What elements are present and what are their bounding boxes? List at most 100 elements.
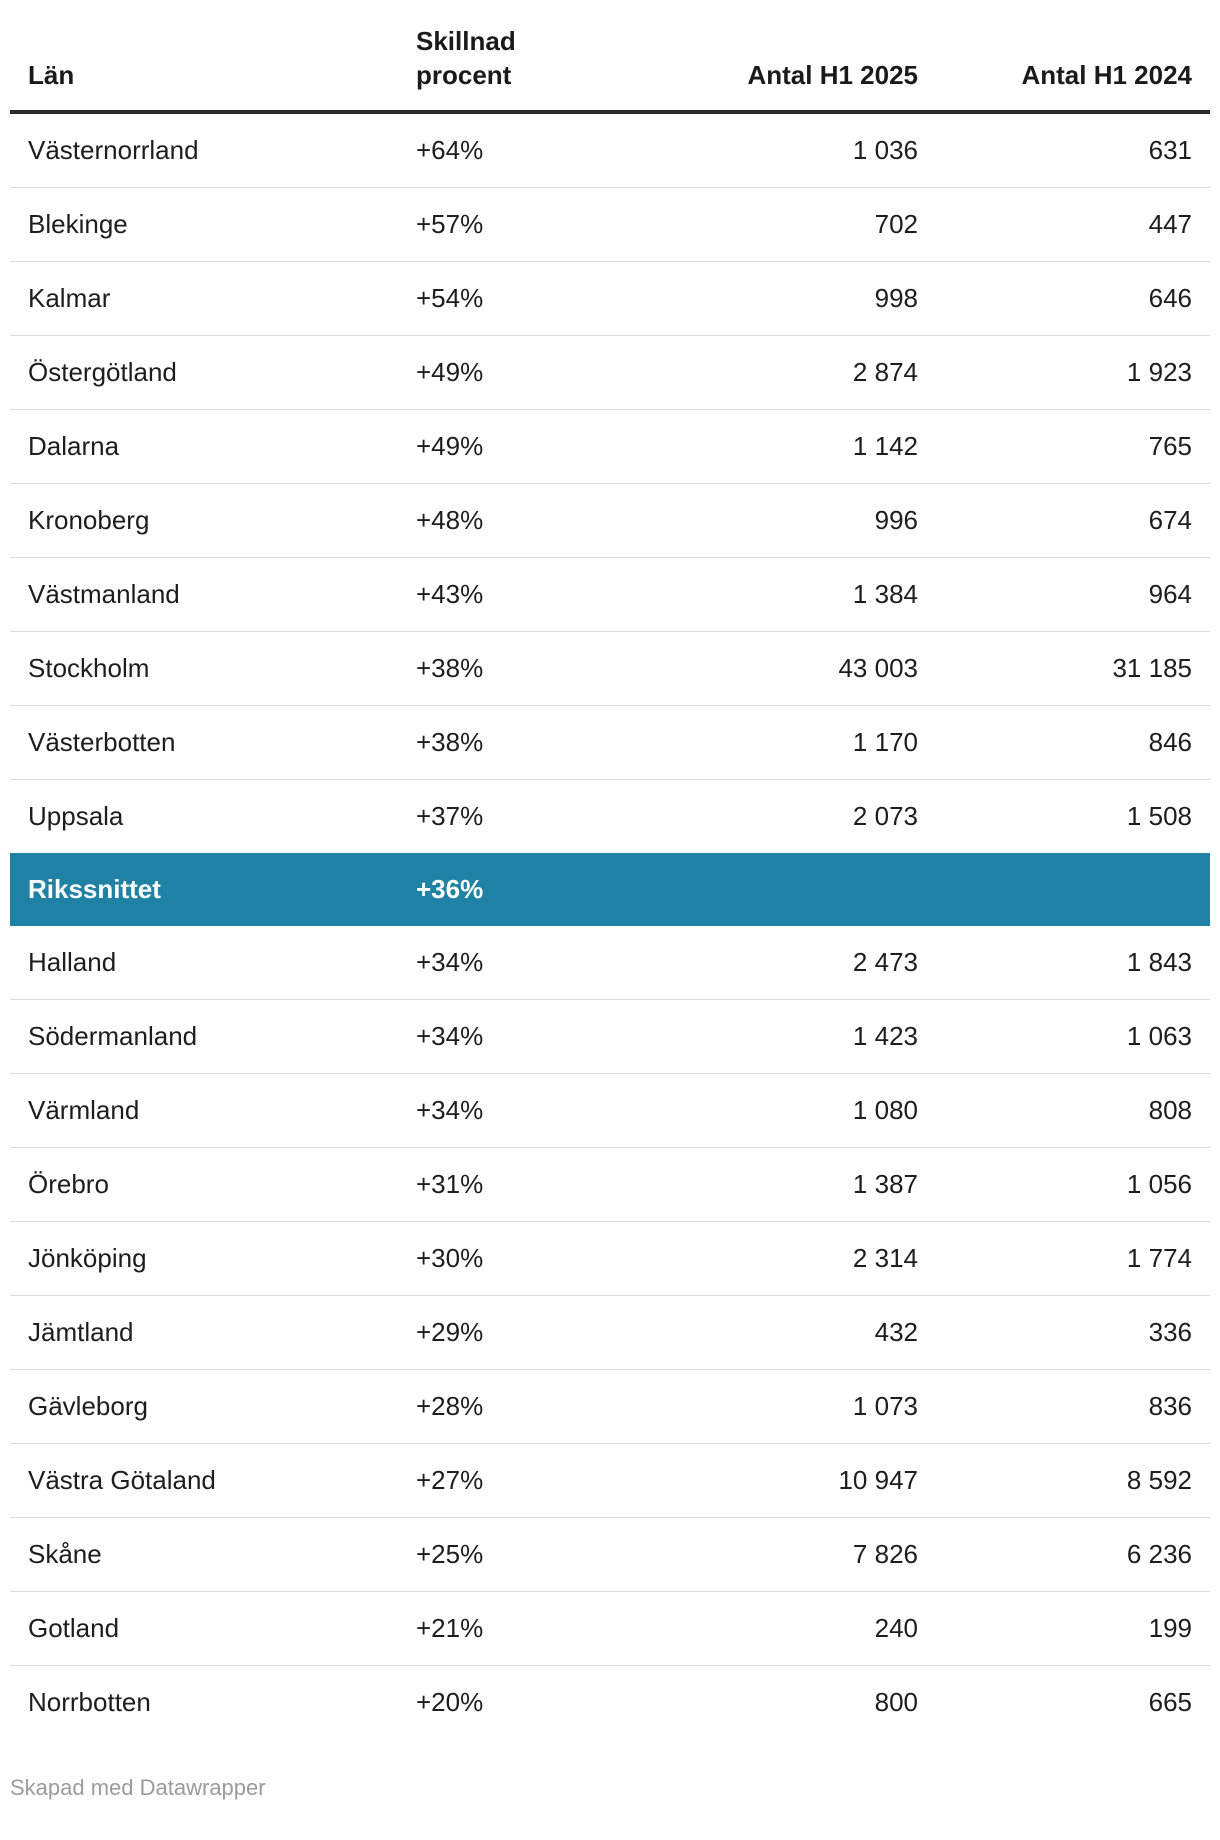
cell-antal-h1-2025: 10 947 [616, 1443, 918, 1518]
table-row: Uppsala +37% 2 073 1 508 [10, 779, 1210, 853]
cell-antal-h1-2025: 1 423 [616, 999, 918, 1074]
cell-lan: Stockholm [10, 631, 416, 706]
cell-antal-h1-2025: 1 080 [616, 1073, 918, 1148]
cell-lan: Norrbotten [10, 1665, 416, 1739]
cell-lan: Uppsala [10, 779, 416, 853]
cell-antal-h1-2025: 2 473 [852, 947, 918, 977]
cell-skillnad-procent: +34% [416, 1073, 616, 1148]
table-header: Län Skillnad procent Antal H1 2025 Antal H1… [10, 24, 1210, 114]
cell-skillnad-procent: +31% [416, 1147, 616, 1222]
table-row: Blekinge +57% 702 447 [10, 187, 1210, 262]
table-row: Halland +34% 2 473 1 843 [10, 926, 1210, 1000]
cell-antal-h1-2024: 6 236 [918, 1517, 1210, 1592]
table-row: Södermanland +34% 1 423 1 063 [10, 999, 1210, 1074]
cell-antal-h1-2025: 43 003 [616, 631, 918, 706]
cell-lan: Västra Götaland [10, 1443, 416, 1518]
cell-antal-h1-2024: 665 [918, 1665, 1210, 1739]
cell-lan: Jönköping [10, 1221, 416, 1296]
cell-lan: Gävleborg [10, 1369, 416, 1444]
cell-antal-h1-2024: 631 [1148, 135, 1192, 165]
table-row: Norrbotten +20% 800 665 [10, 1665, 1210, 1739]
table-row: Kronoberg +48% 996 674 [10, 483, 1210, 558]
cell-antal-h1-2024: 1 774 [918, 1221, 1210, 1296]
cell-antal-h1-2024: 336 [918, 1295, 1210, 1370]
cell-skillnad-procent: +37% [416, 779, 616, 853]
cell-skillnad-procent: +48% [416, 483, 616, 558]
cell-antal-h1-2024: 765 [918, 409, 1210, 484]
cell-skillnad-procent: +49% [416, 409, 616, 484]
datawrapper-attribution-link[interactable]: Skapad med Datawrapper [10, 1775, 266, 1800]
cell-lan: Västernorrland [28, 135, 199, 165]
cell-antal-h1-2025: 1 073 [616, 1369, 918, 1444]
cell-lan: Örebro [10, 1147, 416, 1222]
cell-antal-h1-2024: 1 923 [918, 335, 1210, 410]
column-header-skillnad-procent: Skillnad procent [416, 24, 616, 114]
cell-antal-h1-2025: 1 036 [852, 135, 918, 165]
cell-lan: Blekinge [10, 187, 416, 262]
cell-antal-h1-2025: 2 073 [616, 779, 918, 853]
cell-skillnad-procent: +43% [416, 557, 616, 632]
cell-lan: Södermanland [10, 999, 416, 1074]
cell-antal-h1-2024: 1 843 [1126, 947, 1192, 977]
cell-antal-h1-2025 [616, 853, 918, 926]
cell-lan: Östergötland [10, 335, 416, 410]
table-row: Västra Götaland +27% 10 947 8 592 [10, 1443, 1210, 1518]
cell-skillnad-procent: +64% [416, 135, 484, 165]
cell-skillnad-procent: +36% [416, 853, 616, 926]
cell-antal-h1-2025: 2 874 [616, 335, 918, 410]
cell-lan: Skåne [10, 1517, 416, 1592]
cell-antal-h1-2024: 8 592 [918, 1443, 1210, 1518]
cell-skillnad-procent: +29% [416, 1295, 616, 1370]
cell-lan: Värmland [10, 1073, 416, 1148]
cell-antal-h1-2025: 702 [616, 187, 918, 262]
cell-antal-h1-2024: 199 [918, 1591, 1210, 1666]
cell-antal-h1-2025: 800 [616, 1665, 918, 1739]
cell-lan: Jämtland [10, 1295, 416, 1370]
cell-antal-h1-2025: 7 826 [616, 1517, 918, 1592]
cell-skillnad-procent: +28% [416, 1369, 616, 1444]
table-row: Jämtland +29% 432 336 [10, 1295, 1210, 1370]
column-header-lan: Län [10, 24, 416, 114]
cell-lan: Kronoberg [10, 483, 416, 558]
cell-lan: Rikssnittet [10, 853, 416, 926]
cell-antal-h1-2024: 846 [918, 705, 1210, 780]
cell-antal-h1-2024: 1 063 [918, 999, 1210, 1074]
cell-skillnad-procent: +49% [416, 335, 616, 410]
data-table-container: Län Skillnad procent Antal H1 2025 Antal H1… [10, 0, 1210, 1739]
cell-antal-h1-2024: 964 [918, 557, 1210, 632]
column-header-antal-h1-2024: Antal H1 2024 [918, 24, 1210, 114]
cell-skillnad-procent: +38% [416, 631, 616, 706]
table-row: Värmland +34% 1 080 808 [10, 1073, 1210, 1148]
cell-lan: Dalarna [10, 409, 416, 484]
cell-antal-h1-2024: 1 508 [918, 779, 1210, 853]
cell-antal-h1-2025: 996 [616, 483, 918, 558]
cell-antal-h1-2024: 674 [918, 483, 1210, 558]
cell-antal-h1-2024: 1 056 [918, 1147, 1210, 1222]
table-row: Gotland +21% 240 199 [10, 1591, 1210, 1666]
cell-antal-h1-2025: 1 384 [616, 557, 918, 632]
cell-antal-h1-2024 [918, 853, 1210, 926]
table-row: Kalmar +54% 998 646 [10, 261, 1210, 336]
table-header-row: Län Skillnad procent Antal H1 2025 Antal H1… [10, 24, 1210, 114]
cell-antal-h1-2025: 1 142 [616, 409, 918, 484]
cell-antal-h1-2025: 1 387 [616, 1147, 918, 1222]
column-header-antal-h1-2025: Antal H1 2025 [616, 24, 918, 114]
cell-antal-h1-2025: 240 [616, 1591, 918, 1666]
cell-skillnad-procent: +34% [416, 999, 616, 1074]
table-row: Gävleborg +28% 1 073 836 [10, 1369, 1210, 1444]
cell-antal-h1-2025: 432 [616, 1295, 918, 1370]
cell-antal-h1-2024: 836 [918, 1369, 1210, 1444]
cell-antal-h1-2024: 31 185 [918, 631, 1210, 706]
table-row: Skåne +25% 7 826 6 236 [10, 1517, 1210, 1592]
table-row: Jönköping +30% 2 314 1 774 [10, 1221, 1210, 1296]
cell-antal-h1-2024: 808 [918, 1073, 1210, 1148]
table-body: Västernorrland +64% 1 036 631 Blekinge +57% 70… [10, 112, 1210, 1739]
cell-lan: Kalmar [10, 261, 416, 336]
cell-lan: Halland [28, 947, 117, 977]
table-row: Stockholm +38% 43 003 31 185 [10, 631, 1210, 706]
cell-antal-h1-2025: 2 314 [616, 1221, 918, 1296]
cell-antal-h1-2024: 646 [918, 261, 1210, 336]
cell-skillnad-procent: +20% [416, 1665, 616, 1739]
cell-skillnad-procent: +30% [416, 1221, 616, 1296]
table-row: Västernorrland +64% 1 036 631 [10, 112, 1210, 188]
